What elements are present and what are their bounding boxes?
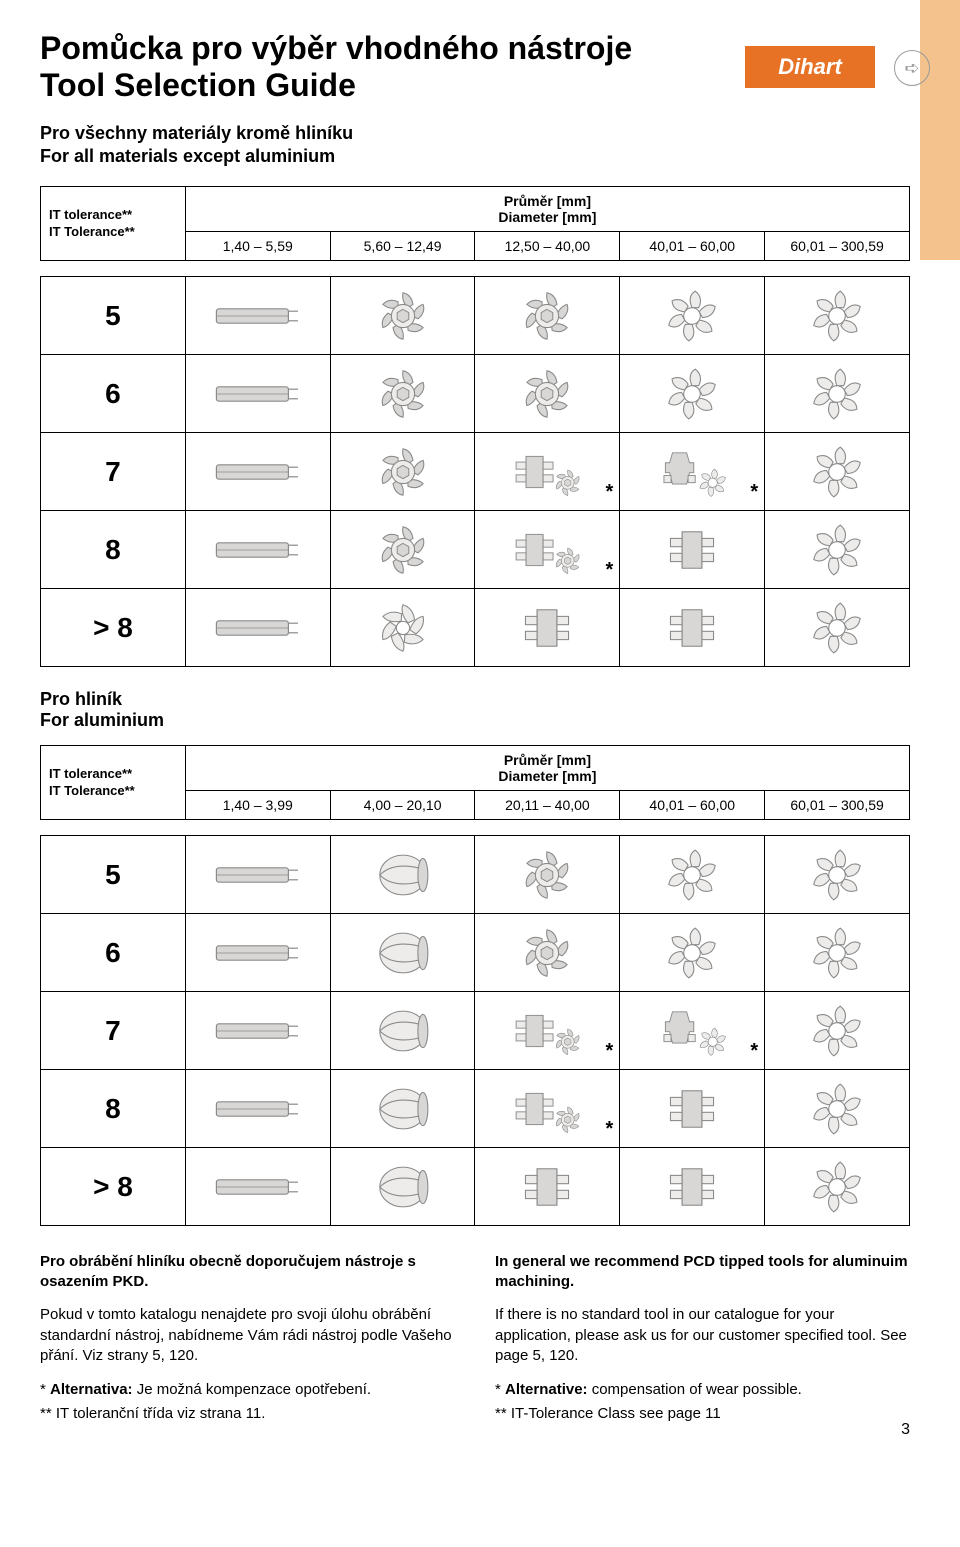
range-cell: 1,40 – 3,99: [185, 791, 330, 820]
row-label: 5: [41, 836, 186, 914]
tool-icon-cell: *: [620, 992, 765, 1070]
footer-col-en: In general we recommend PCD tipped tools…: [495, 1252, 910, 1428]
tool-icon-cell: [475, 355, 620, 433]
tool-icon-cell: [330, 277, 475, 355]
tool-icon-cell: [475, 1148, 620, 1226]
tool-icon-cell: [765, 1148, 910, 1226]
range-cell: 40,01 – 60,00: [620, 791, 765, 820]
tool-icon-cell: [765, 355, 910, 433]
tool-icon-cell: *: [475, 1070, 620, 1148]
tool-icon-cell: *: [620, 433, 765, 511]
tolerance-label: IT tolerance**IT Tolerance**: [41, 187, 186, 261]
row-label: > 8: [41, 1148, 186, 1226]
range-cell: 60,01 – 300,59: [765, 232, 910, 261]
tolerance-label: IT tolerance**IT Tolerance**: [41, 746, 186, 820]
tool-icon-cell: [620, 589, 765, 667]
tool-icon-cell: [185, 277, 330, 355]
tool-icon-cell: [765, 914, 910, 992]
tool-table-1: IT tolerance**IT Tolerance**Průměr [mm]D…: [40, 186, 910, 667]
tool-icon-cell: [765, 511, 910, 589]
range-cell: 20,11 – 40,00: [475, 791, 620, 820]
tool-icon-cell: [330, 589, 475, 667]
row-label: 7: [41, 433, 186, 511]
tool-icon-cell: [330, 433, 475, 511]
tool-table-2: IT tolerance**IT Tolerance**Průměr [mm]D…: [40, 745, 910, 1226]
brand-logo: Dihart: [745, 46, 875, 88]
tool-icon-cell: *: [475, 511, 620, 589]
tool-icon-cell: [185, 1070, 330, 1148]
range-cell: 1,40 – 5,59: [185, 232, 330, 261]
tool-icon-cell: [765, 433, 910, 511]
page-number: 3: [901, 1421, 910, 1439]
row-label: 6: [41, 355, 186, 433]
tool-icon-cell: [185, 433, 330, 511]
diameter-header: Průměr [mm]Diameter [mm]: [185, 187, 909, 232]
tool-icon-cell: [765, 589, 910, 667]
row-label: 7: [41, 992, 186, 1070]
tool-icon-cell: *: [475, 433, 620, 511]
tool-icon-cell: [620, 914, 765, 992]
section-head-2: Pro hliník For aluminium: [40, 689, 910, 731]
tool-icon-cell: [765, 277, 910, 355]
range-cell: 12,50 – 40,00: [475, 232, 620, 261]
tool-icon-cell: [185, 511, 330, 589]
tool-icon-cell: [765, 992, 910, 1070]
tool-icon-cell: [330, 1070, 475, 1148]
tool-icon-cell: [330, 355, 475, 433]
tool-icon-cell: [620, 511, 765, 589]
footer-col-cz: Pro obrábění hliníku obecně doporučujem …: [40, 1252, 455, 1428]
tool-icon-cell: [620, 355, 765, 433]
row-label: 8: [41, 511, 186, 589]
range-cell: 5,60 – 12,49: [330, 232, 475, 261]
tool-icon-cell: [475, 914, 620, 992]
diameter-header: Průměr [mm]Diameter [mm]: [185, 746, 909, 791]
row-label: 6: [41, 914, 186, 992]
range-cell: 60,01 – 300,59: [765, 791, 910, 820]
nav-arrow-icon: ➪: [894, 50, 930, 86]
tool-icon-cell: [620, 836, 765, 914]
subtitle: Pro všechny materiály kromě hliníku For …: [40, 122, 910, 169]
tool-icon-cell: [330, 992, 475, 1070]
tool-icon-cell: [185, 992, 330, 1070]
tool-icon-cell: [620, 277, 765, 355]
tool-icon-cell: [620, 1148, 765, 1226]
tool-icon-cell: [765, 836, 910, 914]
tool-icon-cell: [330, 836, 475, 914]
tool-icon-cell: [185, 1148, 330, 1226]
tool-icon-cell: [330, 1148, 475, 1226]
tool-icon-cell: [330, 914, 475, 992]
range-cell: 4,00 – 20,10: [330, 791, 475, 820]
range-cell: 40,01 – 60,00: [620, 232, 765, 261]
tool-icon-cell: [475, 836, 620, 914]
row-label: 5: [41, 277, 186, 355]
row-label: > 8: [41, 589, 186, 667]
tool-icon-cell: [185, 914, 330, 992]
tool-icon-cell: [185, 589, 330, 667]
tool-icon-cell: *: [475, 992, 620, 1070]
tool-icon-cell: [475, 277, 620, 355]
tool-icon-cell: [765, 1070, 910, 1148]
tool-icon-cell: [620, 1070, 765, 1148]
tool-icon-cell: [185, 836, 330, 914]
tool-icon-cell: [475, 589, 620, 667]
row-label: 8: [41, 1070, 186, 1148]
tool-icon-cell: [330, 511, 475, 589]
tool-icon-cell: [185, 355, 330, 433]
